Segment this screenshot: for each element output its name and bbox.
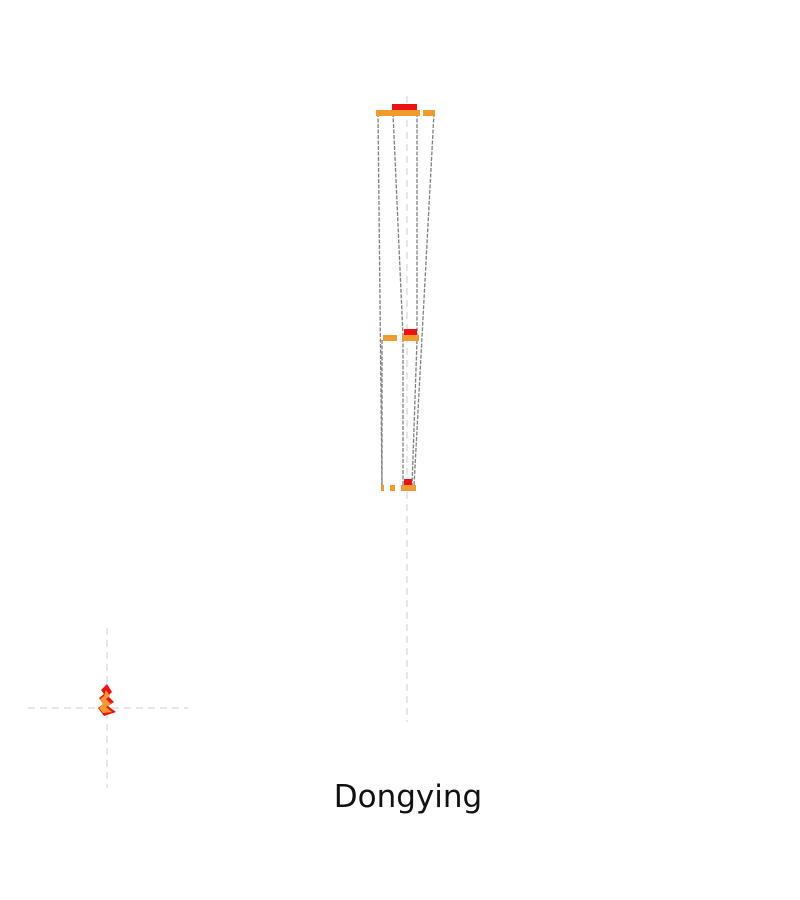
connector-center-low — [411, 339, 418, 487]
top-bar-orange-main — [376, 110, 420, 116]
level-bottom — [381, 479, 416, 491]
top-bar-orange-gap — [423, 110, 426, 116]
top-bar-red — [392, 104, 417, 110]
bottom-bar-orange-3 — [401, 485, 404, 491]
bottom-bar-orange-4 — [403, 485, 416, 491]
glyph-orange-front — [99, 690, 112, 713]
compass-crosshair — [28, 628, 188, 788]
connector-outer-right — [413, 112, 435, 487]
connector-mid-left — [392, 112, 404, 337]
city-caption: Dongying — [333, 779, 483, 815]
bottom-bar-red — [404, 479, 412, 485]
bottom-bar-orange-1 — [381, 485, 384, 491]
middle-bar-red — [404, 329, 417, 335]
top-bar-orange-right — [426, 110, 435, 116]
level-top — [376, 104, 435, 116]
connector-lines — [377, 112, 435, 489]
compass-glyph-icon — [98, 684, 116, 716]
bottom-bar-orange-2 — [390, 485, 395, 491]
middle-bar-orange-right — [402, 335, 419, 341]
connector-outer-left — [377, 112, 383, 489]
level-middle — [383, 329, 419, 341]
middle-bar-orange-left — [383, 335, 397, 341]
